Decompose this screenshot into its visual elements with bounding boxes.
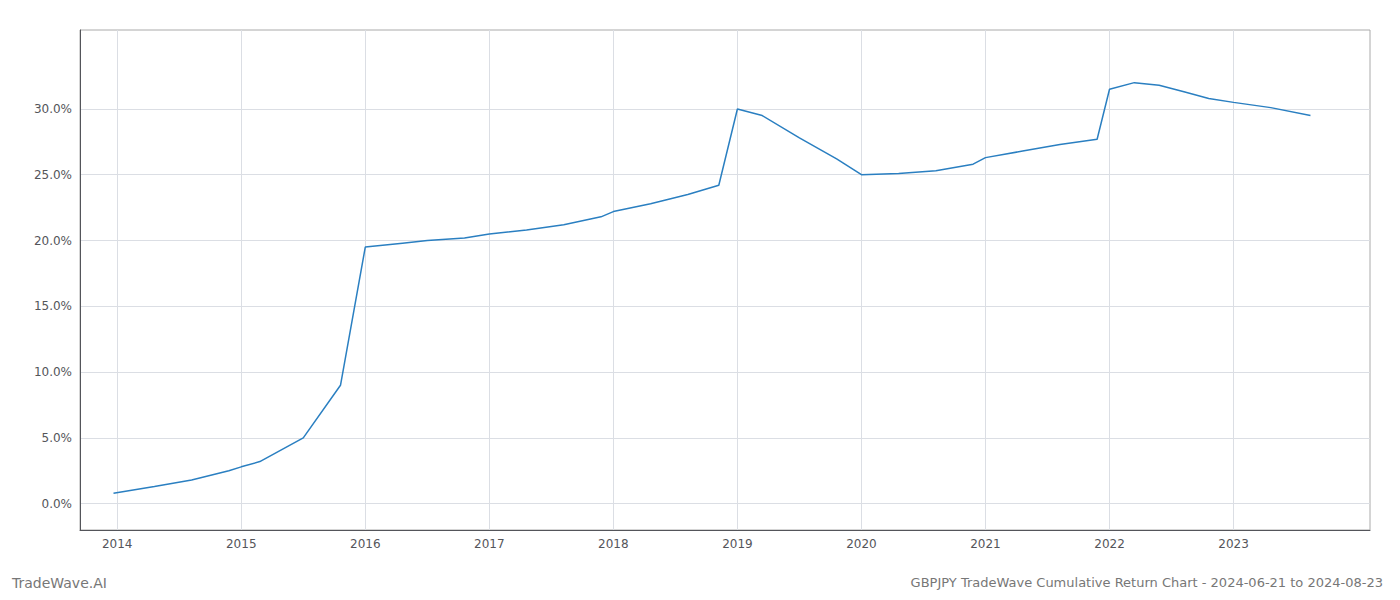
svg-text:TradeWave.AI: TradeWave.AI	[11, 575, 107, 591]
svg-text:30.0%: 30.0%	[34, 102, 72, 116]
svg-text:5.0%: 5.0%	[42, 431, 73, 445]
svg-text:2022: 2022	[1094, 537, 1125, 551]
svg-text:2014: 2014	[102, 537, 133, 551]
svg-text:2017: 2017	[474, 537, 505, 551]
svg-text:2021: 2021	[970, 537, 1001, 551]
svg-text:2016: 2016	[350, 537, 381, 551]
svg-text:15.0%: 15.0%	[34, 299, 72, 313]
svg-text:2018: 2018	[598, 537, 629, 551]
svg-text:10.0%: 10.0%	[34, 365, 72, 379]
svg-text:GBPJPY TradeWave Cumulative Re: GBPJPY TradeWave Cumulative Return Chart…	[911, 575, 1383, 590]
svg-text:2023: 2023	[1218, 537, 1249, 551]
svg-text:20.0%: 20.0%	[34, 234, 72, 248]
svg-text:2015: 2015	[226, 537, 257, 551]
svg-text:2020: 2020	[846, 537, 877, 551]
svg-text:25.0%: 25.0%	[34, 168, 72, 182]
svg-text:0.0%: 0.0%	[42, 497, 73, 511]
svg-text:2019: 2019	[722, 537, 753, 551]
